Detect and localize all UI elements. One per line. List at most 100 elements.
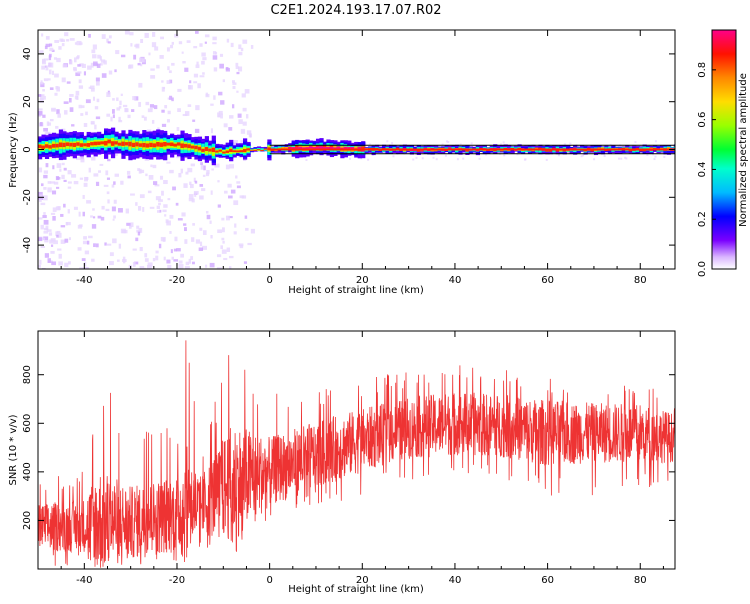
heatmap-speckle (107, 41, 111, 44)
heatmap-speckle (155, 255, 159, 261)
heatmap-speckle (83, 123, 88, 127)
heatmap-speckle (80, 156, 84, 160)
heatmap-speckle (219, 63, 224, 69)
heatmap-speckle (120, 93, 123, 97)
heatmap-speckle (360, 157, 363, 160)
heatmap-speckle (105, 170, 109, 176)
heatmap-speckle (654, 155, 657, 158)
heatmap-speckle (235, 175, 238, 179)
heatmap-speckle (85, 177, 89, 181)
heatmap-speckle (168, 70, 172, 74)
heatmap-speckle (73, 68, 77, 72)
heatmap-speckle (67, 181, 72, 184)
heatmap-speckle (190, 163, 195, 167)
heatmap-speckle (199, 195, 204, 200)
heatmap-cell (256, 147, 262, 151)
heatmap-cell (298, 146, 303, 150)
heatmap-speckle (221, 237, 225, 241)
heatmap-speckle (111, 206, 116, 212)
heatmap-speckle (39, 50, 44, 53)
heatmap-speckle (114, 173, 119, 177)
heatmap-cell (322, 144, 328, 149)
heatmap-cell (41, 145, 46, 149)
heatmap-speckle (64, 32, 69, 37)
heatmap-speckle (192, 261, 195, 265)
heatmap-cell (48, 145, 53, 149)
heatmap-speckle (210, 128, 213, 134)
heatmap-speckle (77, 247, 82, 251)
heatmap-speckle (51, 261, 57, 266)
heatmap-cell (166, 142, 171, 146)
heatmap-speckle (238, 51, 243, 56)
heatmap-speckle (40, 183, 44, 187)
heatmap-speckle (236, 185, 241, 189)
heatmap-speckle (177, 88, 182, 92)
x-tick-label: 60 (541, 275, 554, 286)
heatmap-cell (163, 142, 168, 147)
heatmap-speckle (104, 242, 107, 246)
heatmap-cell (183, 143, 189, 148)
heatmap-speckle (56, 57, 61, 63)
heatmap-speckle (58, 232, 62, 238)
heatmap-speckle (195, 239, 201, 244)
heatmap-speckle (54, 92, 58, 96)
heatmap-speckle (122, 230, 126, 234)
heatmap-speckle (163, 256, 166, 261)
heatmap-speckle (43, 187, 47, 190)
heatmap-speckle (45, 65, 49, 71)
x-tick-label: -40 (76, 575, 92, 586)
heatmap-speckle (175, 202, 179, 206)
heatmap-speckle (80, 113, 84, 116)
heatmap-speckle (229, 266, 232, 269)
heatmap-speckle (169, 231, 172, 234)
heatmap-speckle (478, 157, 481, 160)
x-tick-label: 20 (356, 275, 369, 286)
heatmap-cell (138, 143, 143, 147)
heatmap-speckle (161, 123, 167, 127)
heatmap-speckle (170, 249, 173, 254)
heatmap-speckle (152, 257, 156, 262)
heatmap-speckle (68, 97, 72, 103)
heatmap-speckle (85, 99, 91, 104)
heatmap-speckle (69, 94, 74, 97)
heatmap-speckle (43, 170, 49, 174)
heatmap-speckle (236, 90, 239, 93)
heatmap-cell (170, 142, 175, 147)
heatmap-speckle (173, 248, 177, 252)
heatmap-speckle (246, 130, 252, 135)
heatmap-speckle (129, 32, 134, 36)
heatmap-speckle (99, 163, 104, 166)
heatmap-cell (229, 148, 234, 153)
heatmap-speckle (107, 199, 110, 204)
heatmap-cell (76, 142, 81, 146)
heatmap-speckle (240, 128, 246, 134)
heatmap-speckle (181, 51, 184, 54)
figure-title: C2E1.2024.193.17.07.R02 (270, 3, 441, 18)
heatmap-speckle (47, 258, 51, 263)
heatmap-speckle (188, 258, 192, 264)
heatmap-speckle (155, 250, 159, 254)
heatmap-panel: -40 -20 0 20 40 60 80 -40 -20 0 20 40 Height of str… (8, 29, 676, 296)
heatmap-cell (249, 149, 255, 151)
heatmap-speckle (118, 243, 122, 249)
heatmap-speckle (57, 248, 62, 251)
colorbar-tick-label: 0.0 (697, 261, 708, 277)
heatmap-speckle (172, 186, 176, 191)
heatmap-speckle (55, 86, 59, 90)
heatmap-speckle (108, 70, 113, 75)
heatmap-speckle (248, 133, 252, 138)
heatmap-speckle (75, 72, 81, 77)
heatmap-speckle (82, 194, 85, 199)
heatmap-speckle (88, 86, 92, 89)
heatmap-speckle (71, 124, 75, 127)
heatmap-speckle (220, 245, 223, 250)
heatmap-speckle (78, 79, 82, 84)
heatmap-speckle (222, 79, 225, 83)
heatmap-speckle (153, 181, 158, 185)
heatmap-cell (201, 148, 206, 152)
heatmap-speckle (167, 198, 171, 201)
heatmap-speckle (164, 214, 167, 217)
heatmap-speckle (194, 193, 197, 197)
heatmap-speckle (113, 199, 117, 204)
heatmap-speckle (160, 36, 165, 40)
